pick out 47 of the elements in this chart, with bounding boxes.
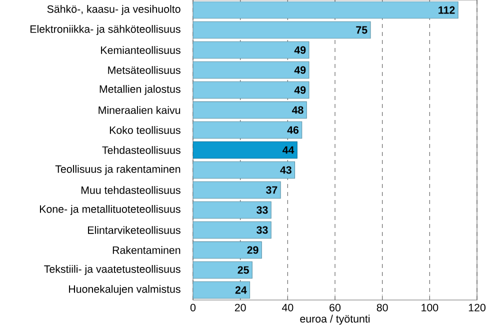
bar: [193, 221, 272, 239]
y-tick-label: Huonekalujen valmistus: [69, 285, 180, 295]
data-label: 75: [356, 26, 368, 34]
data-label: 29: [247, 246, 258, 254]
data-label: 49: [294, 66, 306, 74]
data-label: 25: [238, 266, 249, 274]
x-tick-label: 120: [468, 304, 486, 312]
data-label: 112: [438, 6, 455, 14]
y-tick-label: Muu tehdasteollisuus: [81, 186, 180, 194]
data-label: 46: [287, 126, 299, 134]
y-tick-label: Tekstiili- ja vaatetusteollisuus: [44, 265, 180, 275]
y-tick-label: Koko teollisuus: [110, 126, 180, 134]
data-label: 43: [280, 166, 292, 174]
x-tick-label: 20: [234, 304, 246, 312]
y-tick-label: Rakentaminen: [112, 246, 180, 254]
x-tick-label: 60: [330, 304, 341, 312]
bar: [193, 161, 296, 179]
y-tick-label: Kemianteollisuus: [101, 46, 180, 54]
x-tick-label: 0: [190, 304, 196, 312]
data-label: 37: [266, 186, 278, 194]
x-tick-label: 100: [422, 304, 438, 312]
data-label: 49: [294, 46, 306, 54]
bar: [193, 1, 458, 19]
bar: [193, 121, 302, 139]
bar: [193, 141, 298, 159]
y-tick-label: Sähkö-, kaasu- ja vesihuolto: [47, 5, 180, 15]
data-label: 48: [292, 106, 304, 114]
x-tick-label: 40: [282, 304, 294, 312]
y-tick-label: Mineraalien kaivu: [98, 106, 180, 114]
y-tick-label: Kone- ja metallituoteteollisuus: [40, 205, 180, 215]
data-label: 49: [294, 86, 306, 94]
bar: [193, 241, 262, 259]
y-tick-label: Elintarviketeollisuus: [88, 226, 180, 234]
y-tick-label: Elektroniikka- ja sähköteollisuus: [30, 25, 180, 35]
bar: [193, 201, 272, 219]
x-tick-label: 80: [376, 304, 388, 312]
x-axis-title: euroa / työtunti: [300, 314, 370, 325]
y-tick-label: Tehdasteollisuus: [102, 146, 180, 154]
data-label: 33: [256, 226, 268, 234]
bar: [193, 181, 281, 199]
data-label: 44: [282, 146, 294, 154]
bar: [193, 101, 307, 119]
y-tick-label: Metallien jalostus: [100, 85, 180, 95]
data-label: 24: [235, 286, 247, 294]
data-label: 33: [256, 206, 268, 214]
y-tick-label: Teollisuus ja rakentaminen: [55, 165, 180, 175]
y-tick-label: Metsäteollisuus: [108, 66, 180, 74]
